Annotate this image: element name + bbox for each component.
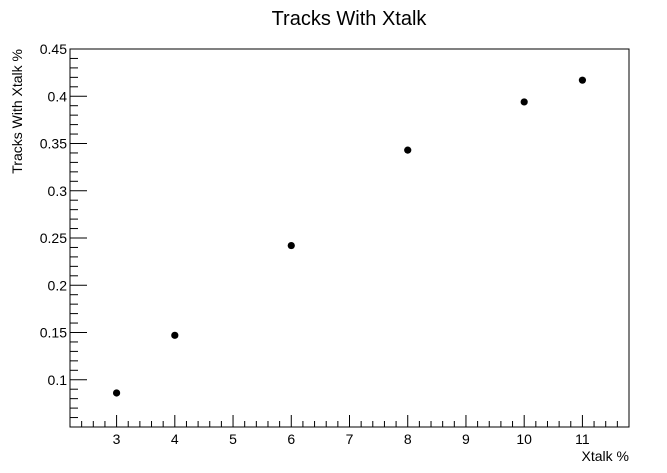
x-axis-tick-labels: 3 4 5 6 7 8 9 10 11 [113, 431, 590, 447]
y-axis-title: Tracks With Xtalk % [9, 49, 25, 174]
y-tick-label: 0.3 [48, 183, 68, 199]
x-tick-label: 7 [346, 431, 354, 447]
x-axis-title: Xtalk % [582, 448, 629, 464]
y-tick-label: 0.45 [40, 41, 67, 57]
x-tick-label: 6 [287, 431, 295, 447]
y-tick-label: 0.1 [48, 372, 68, 388]
x-tick-label: 9 [462, 431, 470, 447]
plot-frame [69, 48, 630, 428]
y-tick-label: 0.35 [40, 136, 67, 152]
y-tick-label: 0.25 [40, 230, 67, 246]
x-tick-label: 3 [113, 431, 121, 447]
y-tick-label: 0.4 [48, 88, 68, 104]
x-tick-label: 4 [171, 431, 179, 447]
data-point [171, 331, 179, 339]
y-tick-label: 0.2 [48, 277, 68, 293]
x-tick-label: 10 [516, 431, 532, 447]
y-tick-label: 0.15 [40, 325, 67, 341]
data-point [520, 98, 528, 106]
data-point [287, 241, 295, 250]
chart-title: Tracks With Xtalk [272, 8, 428, 30]
y-axis-tick-labels: 0.1 0.15 0.2 0.25 0.3 0.35 0.4 0.45 [40, 41, 67, 388]
y-axis-ticks [70, 48, 87, 419]
x-tick-label: 8 [404, 431, 412, 447]
data-point [404, 146, 412, 154]
data-point [112, 389, 121, 397]
x-tick-label: 5 [229, 431, 237, 447]
data-point [578, 76, 587, 84]
x-axis-ticks [69, 415, 630, 427]
x-tick-label: 11 [575, 431, 590, 447]
data-points [112, 76, 587, 397]
